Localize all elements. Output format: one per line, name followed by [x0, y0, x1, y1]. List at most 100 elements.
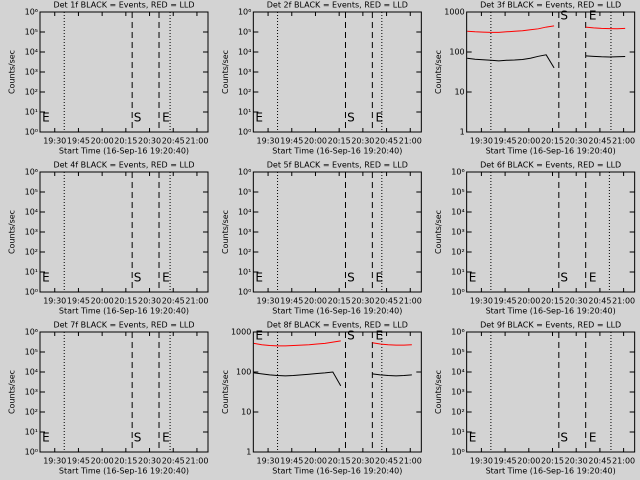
panel: Det 1f BLACK = Events, RED = LLD Start Ti… [8, 1, 209, 156]
x-tick-label: 20:15 [328, 297, 351, 306]
x-tick-label: 20:00 [517, 137, 540, 146]
flag-label: E [376, 111, 384, 125]
flag-label: E [162, 431, 170, 445]
flag-label: E [162, 111, 170, 125]
y-tick-label: 10² [238, 248, 251, 257]
flag-label: E [469, 271, 477, 285]
y-tick-label: 10¹ [25, 108, 38, 117]
x-tick-label: 20:30 [138, 457, 161, 466]
panel-title: Det 1f BLACK = Events, RED = LLD [53, 1, 194, 10]
y-tick-label: 100 [449, 48, 464, 57]
y-tick-label: 10 [241, 408, 251, 417]
x-tick-label: 21:00 [399, 137, 422, 146]
y-tick-label: 10⁵ [451, 348, 464, 357]
x-tick-label: 20:15 [114, 457, 137, 466]
x-tick-label: 20:30 [138, 137, 161, 146]
y-tick-label: 10⁴ [238, 208, 251, 217]
y-tick-label: 10⁶ [451, 328, 464, 337]
x-tick-label: 20:30 [565, 457, 588, 466]
flag-label: S [134, 271, 142, 285]
y-tick-label: 1 [460, 128, 465, 137]
x-tick-label: 19:30 [257, 297, 280, 306]
x-axis-label: Start Time (16-Sep-16 19:20:40) [59, 147, 189, 156]
y-tick-label: 10² [451, 248, 464, 257]
panel: Det 7f BLACK = Events, RED = LLD Start Ti… [8, 321, 209, 476]
plot-frame [252, 171, 422, 293]
y-tick-label: 10⁵ [451, 188, 464, 197]
panel-title: Det 7f BLACK = Events, RED = LLD [53, 321, 194, 330]
flag-label: E [162, 271, 170, 285]
y-axis-label: Counts/sec [8, 50, 17, 94]
y-tick-label: 10¹ [238, 108, 251, 117]
y-tick-label: 10⁵ [238, 188, 251, 197]
x-tick-label: 21:00 [612, 137, 635, 146]
x-tick-label: 19:30 [257, 457, 280, 466]
x-axis-label: Start Time (16-Sep-16 19:20:40) [486, 467, 616, 476]
x-tick-label: 19:30 [470, 137, 493, 146]
x-tick-label: 19:45 [494, 137, 517, 146]
x-tick-label: 21:00 [185, 137, 208, 146]
flag-label: E [255, 111, 263, 125]
y-tick-label: 10⁰ [25, 448, 38, 457]
x-tick-label: 20:15 [328, 457, 351, 466]
y-tick-label: 10³ [25, 68, 38, 77]
y-tick-label: 10¹ [451, 268, 464, 277]
flag-label: E [255, 271, 263, 285]
flag-label: E [255, 329, 263, 343]
y-tick-label: 10⁴ [451, 368, 464, 377]
y-tick-label: 10¹ [25, 268, 38, 277]
x-tick-label: 19:30 [43, 457, 66, 466]
panel: Det 6f BLACK = Events, RED = LLD Start Ti… [434, 161, 636, 316]
x-axis-label: Start Time (16-Sep-16 19:20:40) [272, 147, 402, 156]
y-tick-label: 10³ [451, 388, 464, 397]
panel: Det 9f BLACK = Events, RED = LLD Start Ti… [434, 321, 636, 476]
y-tick-label: 10⁰ [25, 128, 38, 137]
x-tick-label: 20:30 [351, 137, 374, 146]
y-tick-label: 10⁶ [238, 168, 251, 177]
series-line [253, 340, 341, 347]
x-axis-label: Start Time (16-Sep-16 19:20:40) [59, 307, 189, 316]
y-tick-label: 10¹ [25, 428, 38, 437]
x-tick-label: 19:45 [494, 457, 517, 466]
y-axis-label: Counts/sec [434, 370, 443, 414]
x-tick-label: 20:15 [328, 137, 351, 146]
x-tick-label: 20:30 [351, 457, 374, 466]
panel-title: Det 9f BLACK = Events, RED = LLD [480, 321, 621, 330]
x-tick-label: 20:15 [541, 137, 564, 146]
x-tick-label: 20:45 [375, 297, 398, 306]
x-tick-label: 21:00 [185, 457, 208, 466]
x-tick-label: 20:45 [588, 297, 611, 306]
flag-label: E [42, 271, 50, 285]
x-tick-label: 20:45 [375, 457, 398, 466]
y-tick-label: 10⁰ [451, 448, 464, 457]
y-tick-label: 10⁴ [25, 208, 38, 217]
x-tick-label: 20:00 [91, 457, 114, 466]
x-tick-label: 20:15 [541, 297, 564, 306]
y-tick-label: 10⁵ [25, 348, 38, 357]
y-tick-label: 1 [246, 448, 251, 457]
y-tick-label: 10⁰ [238, 288, 251, 297]
flag-label: E [589, 9, 597, 23]
plot-frame [466, 331, 636, 453]
x-tick-label: 20:15 [114, 297, 137, 306]
y-tick-label: 10⁰ [25, 288, 38, 297]
y-tick-label: 1000 [444, 8, 464, 17]
panel-title: Det 2f BLACK = Events, RED = LLD [267, 1, 408, 10]
y-tick-label: 10⁶ [451, 168, 464, 177]
series-line [253, 371, 342, 387]
plot-frame [466, 171, 636, 293]
y-axis-label: Counts/sec [221, 50, 230, 94]
x-tick-label: 19:45 [280, 457, 303, 466]
y-axis-label: Counts/sec [221, 370, 230, 414]
x-tick-label: 20:15 [114, 137, 137, 146]
x-tick-label: 20:30 [565, 297, 588, 306]
flag-label: E [376, 329, 384, 343]
x-tick-label: 19:30 [257, 137, 280, 146]
plot-frame [39, 171, 209, 293]
y-axis-label: Counts/sec [8, 370, 17, 414]
x-tick-label: 20:00 [304, 457, 327, 466]
x-axis-label: Start Time (16-Sep-16 19:20:40) [272, 467, 402, 476]
y-tick-label: 10⁴ [451, 208, 464, 217]
y-tick-label: 10⁴ [25, 368, 38, 377]
